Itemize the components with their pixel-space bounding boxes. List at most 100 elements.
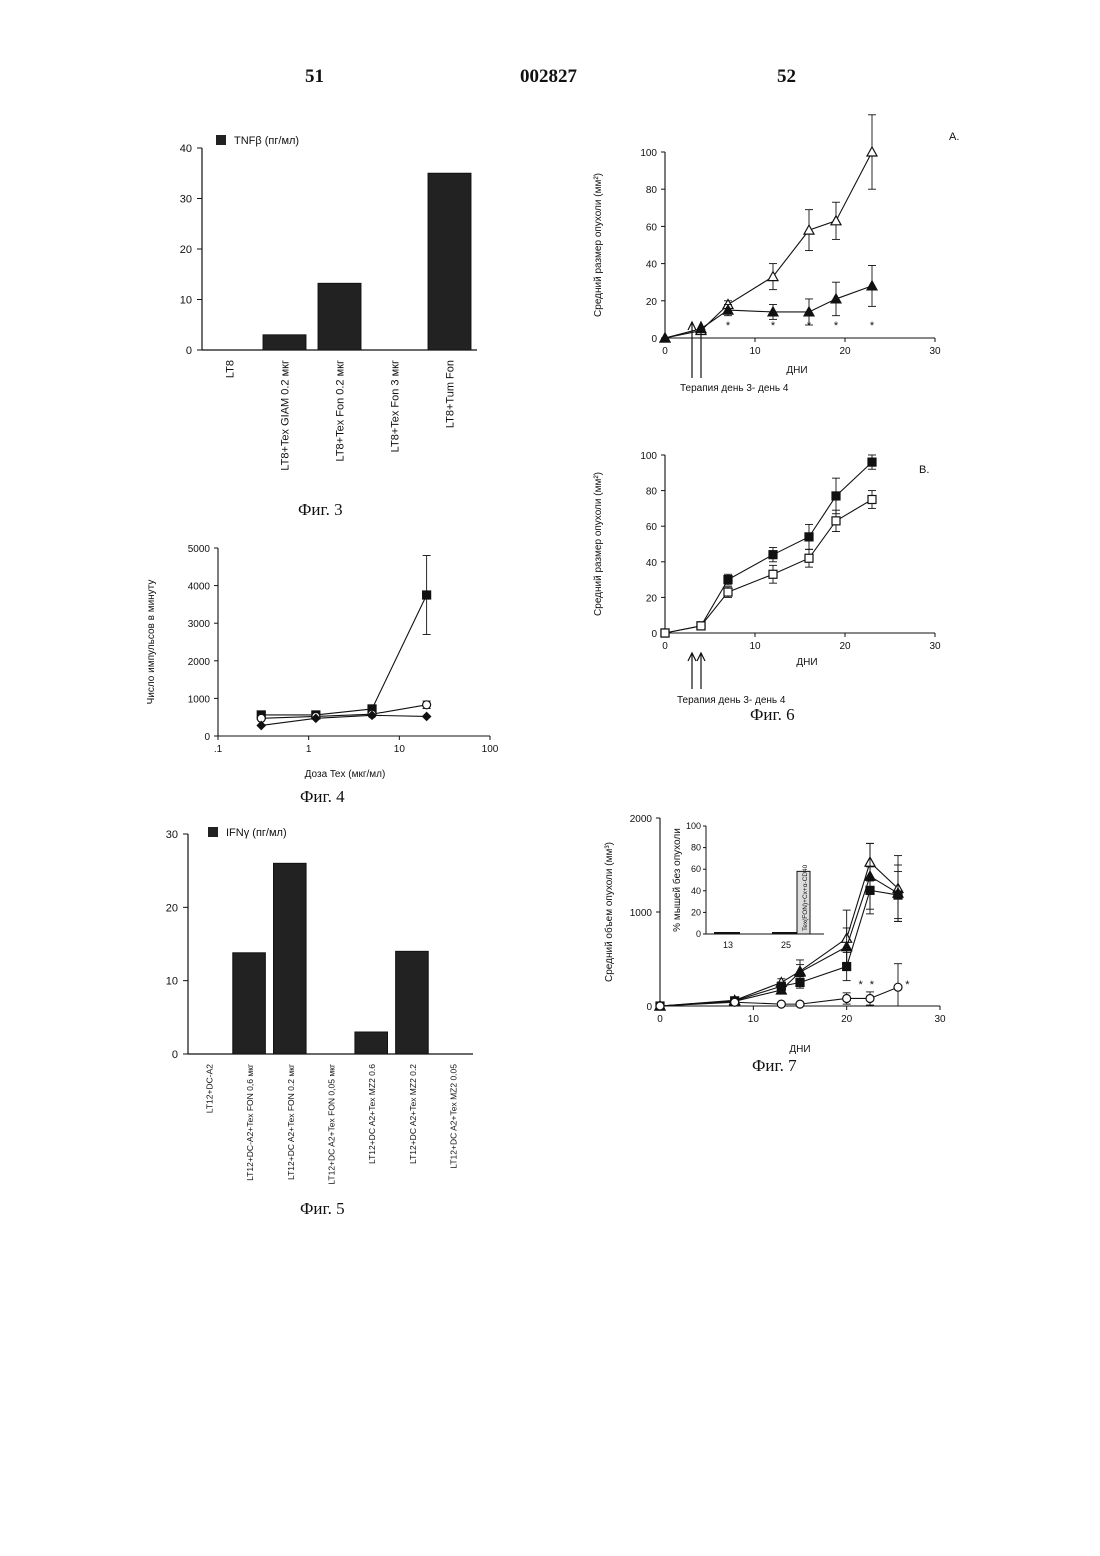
data-point: [731, 998, 739, 1006]
significance-mark: *: [905, 979, 910, 991]
inset-y-tick-label: 60: [691, 864, 701, 874]
series-line: [665, 286, 872, 338]
y-tick-label: 40: [646, 260, 658, 271]
y-tick-label: 100: [640, 148, 657, 159]
data-point: [843, 963, 851, 971]
significance-mark: *: [870, 320, 875, 332]
category-label: LT8+Tex Fon 3 мкг: [390, 360, 402, 452]
x-axis-label: ДНИ: [789, 1044, 810, 1055]
y-tick-label: 3000: [188, 619, 211, 630]
figure-6a: 0204060801000102030Средний размер опухол…: [585, 128, 980, 398]
y-tick-label: 0: [651, 629, 657, 640]
category-label: LT12+DC A2+Tex FON 0,05 мкг: [327, 1064, 337, 1185]
data-point: [831, 294, 841, 303]
bar: [263, 335, 306, 350]
y-tick-label: 2000: [630, 814, 653, 825]
x-tick-label: 0: [657, 1014, 663, 1025]
y-axis-label: Средний размер опухоли (мм²): [593, 173, 604, 317]
x-tick-label: 10: [749, 346, 761, 357]
legend-label: TNFβ (пг/мл): [234, 135, 299, 147]
x-tick-label: 30: [929, 641, 941, 652]
data-point: [832, 492, 840, 500]
y-tick-label: 20: [646, 593, 658, 604]
figure-7: 0100020000102030Средний объем опухоли (м…: [598, 808, 988, 1058]
data-point: [866, 886, 874, 894]
x-tick-label: 30: [934, 1014, 946, 1025]
bar: [274, 863, 307, 1054]
fig6-caption: Фиг. 6: [750, 705, 795, 725]
fig7-caption: Фиг. 7: [752, 1056, 797, 1076]
category-label: LT12+DC-A2: [204, 1064, 214, 1113]
inset-category-label: 25: [781, 940, 791, 950]
significance-mark: *: [771, 320, 776, 332]
fig5-bar-chart: 0 10 20 30 LT12+DC-A2 LT12+DC-A2+Tex FON 0,6 …: [150, 820, 490, 1200]
y-tick-label: 40: [646, 558, 658, 569]
x-tick-label: 1: [306, 744, 312, 755]
significance-mark: *: [807, 320, 812, 332]
x-tick-label: 10: [748, 1014, 760, 1025]
y-tick-label: 1000: [630, 908, 653, 919]
y-tick-label: 2000: [188, 657, 211, 668]
y-tick-label: 20: [646, 297, 658, 308]
y-tick-label: 10: [166, 976, 178, 988]
significance-mark: *: [834, 320, 839, 332]
series-line: [261, 595, 426, 715]
fig6a-line-chart: 0204060801000102030Средний размер опухол…: [585, 128, 980, 398]
y-tick-label: 0: [204, 732, 210, 743]
data-point: [724, 588, 732, 596]
panel-label: A.: [949, 131, 959, 143]
data-point: [805, 554, 813, 562]
bar: [396, 951, 429, 1054]
figure-4: 010002000300040005000.1110100Число импул…: [140, 540, 520, 790]
data-point: [769, 570, 777, 578]
series-line: [261, 715, 426, 725]
y-tick-label: 80: [646, 185, 658, 196]
bar: [428, 173, 471, 350]
x-tick-label: 20: [841, 1014, 853, 1025]
y-tick-label: 0: [651, 334, 657, 345]
y-tick-label: 60: [646, 222, 658, 233]
data-point: [867, 281, 877, 290]
x-tick-label: 20: [839, 346, 851, 357]
fig4-line-chart: 010002000300040005000.1110100Число импул…: [140, 540, 520, 790]
data-point: [842, 942, 852, 951]
data-point: [866, 994, 874, 1002]
left-page-number: 51: [305, 66, 324, 88]
patent-number: 002827: [520, 66, 577, 88]
data-point: [832, 517, 840, 525]
category-label: LT12+DC-A2+Tex FON 0,6 мкг: [245, 1064, 255, 1181]
category-label: LT8+Tex GIAM 0.2 мкг: [280, 360, 292, 471]
data-point: [805, 533, 813, 541]
y-axis-label: Средний объем опухоли (мм³): [603, 842, 615, 982]
y-tick-label: 40: [180, 143, 192, 155]
category-label: LT12+DC A2+Tex MZ2 0.2: [408, 1064, 418, 1164]
legend-swatch: [208, 827, 218, 837]
y-tick-label: 30: [166, 829, 178, 841]
y-tick-label: 80: [646, 487, 658, 498]
category-label: LT12+DC A2+Tex FON 0.2 мкг: [286, 1064, 296, 1180]
category-label: LT8: [225, 360, 237, 378]
significance-mark: *: [726, 320, 731, 332]
x-tick-label: 0: [662, 641, 668, 652]
y-axis-label: Число импульсов в минуту: [146, 580, 157, 705]
category-label: LT12+DC A2+Tex MZ2 0.6: [367, 1064, 377, 1164]
y-tick-label: 0: [172, 1049, 178, 1061]
data-point: [894, 983, 902, 991]
fig3-caption: Фиг. 3: [298, 500, 343, 520]
data-point: [843, 994, 851, 1002]
y-tick-label: 4000: [188, 582, 211, 593]
bar: [355, 1032, 388, 1054]
data-point: [661, 629, 669, 637]
y-tick-label: 60: [646, 522, 658, 533]
significance-mark: *: [859, 979, 864, 991]
data-point: [796, 1000, 804, 1008]
y-tick-label: 20: [166, 902, 178, 914]
y-tick-label: 100: [640, 451, 657, 462]
data-point: [423, 591, 431, 599]
series-line: [665, 152, 872, 338]
x-tick-label: 10: [394, 744, 406, 755]
inset-y-tick-label: 100: [686, 821, 701, 831]
figure-3: 010203040LT8LT8+Tex GIAM 0.2 мкгLT8+Tex …: [140, 120, 500, 510]
y-axis-label: Средний размер опухоли (мм²): [593, 472, 604, 616]
data-point: [777, 982, 785, 990]
